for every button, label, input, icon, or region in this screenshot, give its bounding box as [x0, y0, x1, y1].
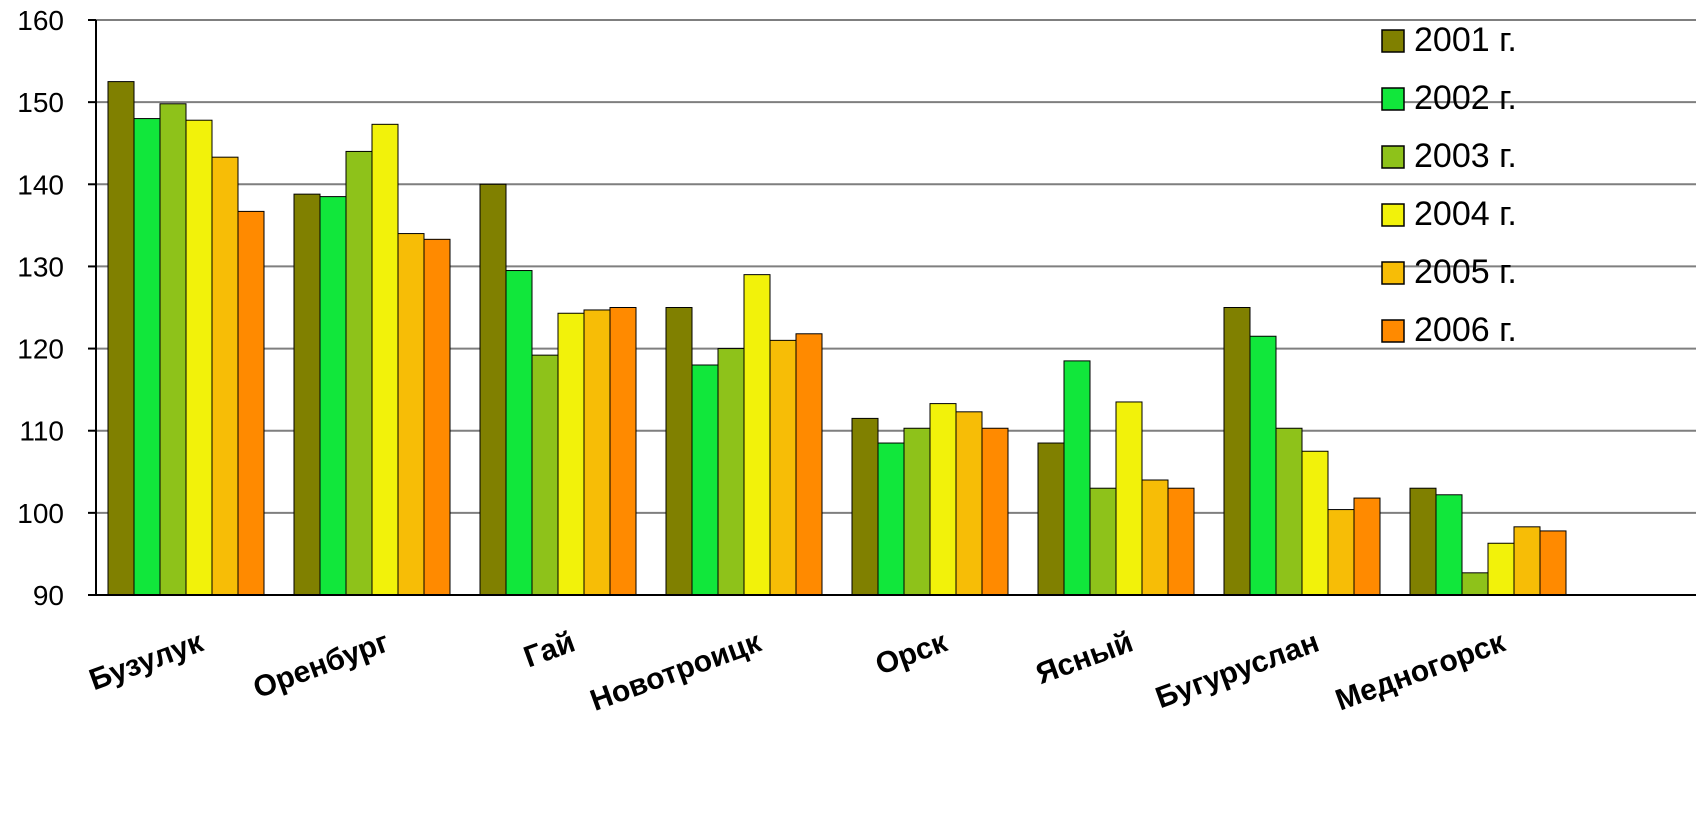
y-tick-label-140: 140 — [17, 169, 64, 200]
y-tick-label-130: 130 — [17, 251, 64, 282]
y-tick-label-100: 100 — [17, 498, 64, 529]
bar-3-4 — [769, 339, 797, 596]
y-tick-label-110: 110 — [19, 416, 64, 447]
bar-5-3 — [1115, 401, 1143, 596]
bar-6-5 — [1353, 497, 1381, 596]
bar-6-2 — [1275, 427, 1303, 596]
legend-swatch-1 — [1381, 87, 1405, 111]
x-tick-label-4: Орск — [871, 625, 952, 681]
bar-6-0 — [1223, 307, 1251, 596]
legend-label-0: 2001 г. — [1414, 21, 1517, 59]
bar-7-0 — [1409, 487, 1437, 596]
bar-7-3 — [1487, 542, 1515, 596]
bar-0-1 — [133, 118, 161, 596]
bar-7-1 — [1435, 494, 1463, 596]
bar-5-5 — [1167, 487, 1195, 596]
bar-6-4 — [1327, 509, 1355, 596]
bar-5-1 — [1063, 360, 1091, 596]
legend-swatch-4 — [1381, 261, 1405, 285]
y-tick-label-90: 90 — [33, 580, 64, 611]
bar-4-0 — [851, 417, 879, 596]
bar-2-3 — [557, 312, 585, 596]
bar-1-2 — [345, 150, 373, 596]
bar-1-4 — [397, 233, 425, 596]
legend-swatch-3 — [1381, 203, 1405, 227]
bar-5-2 — [1089, 487, 1117, 596]
y-tick-label-160: 160 — [17, 5, 64, 36]
legend-label-1: 2002 г. — [1414, 79, 1517, 117]
bar-0-2 — [159, 103, 187, 596]
legend-label-3: 2004 г. — [1414, 195, 1517, 233]
bar-2-4 — [583, 309, 611, 596]
bar-5-4 — [1141, 479, 1169, 596]
x-tick-label-5: Ясный — [1032, 626, 1138, 691]
bar-4-1 — [877, 442, 905, 596]
bar-6-3 — [1301, 450, 1329, 596]
bar-3-5 — [795, 333, 823, 596]
x-tick-label-0: Бузулук — [85, 625, 208, 697]
bar-1-5 — [423, 238, 451, 596]
bar-0-4 — [211, 156, 239, 596]
x-tick-label-3: Новотроицк — [586, 625, 766, 718]
bar-3-3 — [743, 274, 771, 596]
y-axis-ticks: 90 100 110 120 130 140 150 160 — [17, 5, 64, 611]
bars — [107, 81, 1567, 596]
legend-swatch-0 — [1381, 29, 1405, 53]
bar-2-1 — [505, 270, 533, 596]
y-tick-label-150: 150 — [17, 87, 64, 118]
bar-2-2 — [531, 354, 559, 596]
bar-3-2 — [717, 348, 745, 596]
x-tick-label-6: Бугуруслан — [1151, 626, 1323, 716]
legend-label-2: 2003 г. — [1414, 137, 1517, 175]
bar-1-3 — [371, 123, 399, 596]
axes — [88, 19, 1696, 596]
bar-2-0 — [479, 183, 507, 596]
x-tick-label-1: Оренбург — [249, 626, 393, 705]
x-tick-label-2: Гай — [519, 626, 579, 675]
bar-0-3 — [185, 119, 213, 596]
bar-7-4 — [1513, 526, 1541, 596]
bar-5-0 — [1037, 442, 1065, 596]
bar-4-3 — [929, 403, 957, 596]
bar-4-4 — [955, 411, 983, 596]
legend: 2001 г. 2002 г. 2003 г. 2004 г. 2005 г. 2006 … — [1381, 21, 1517, 349]
bar-6-1 — [1249, 335, 1277, 596]
bar-0-0 — [107, 81, 135, 596]
bar-3-1 — [691, 364, 719, 596]
y-tick-label-120: 120 — [17, 334, 64, 365]
x-tick-label-7: Медногорск — [1331, 625, 1510, 717]
bar-1-1 — [319, 196, 347, 596]
bar-4-2 — [903, 427, 931, 596]
bar-3-0 — [665, 307, 693, 596]
bar-7-2 — [1461, 572, 1489, 596]
legend-label-4: 2005 г. — [1414, 253, 1517, 291]
bar-0-5 — [237, 210, 265, 596]
bar-1-0 — [293, 193, 321, 596]
x-axis-labels: Бузулук Оренбург Гай Новотроицк Орск Ясный Буг… — [85, 625, 1510, 718]
legend-label-5: 2006 г. — [1414, 311, 1517, 349]
bar-4-5 — [981, 427, 1009, 596]
legend-swatch-2 — [1381, 145, 1405, 169]
bar-2-5 — [609, 307, 637, 596]
bar-7-5 — [1539, 530, 1567, 596]
legend-swatch-5 — [1381, 319, 1405, 343]
